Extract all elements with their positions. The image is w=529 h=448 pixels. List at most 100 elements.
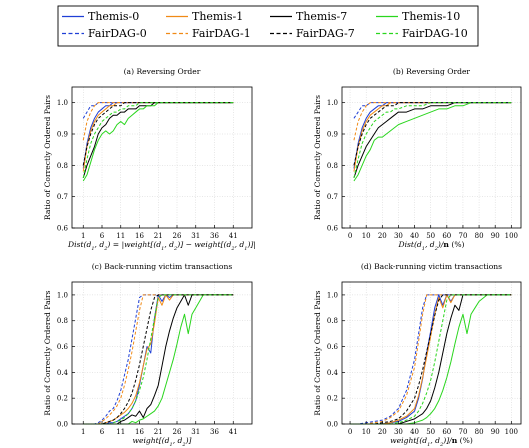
legend-item-fairdag-7: FairDAG-7 bbox=[270, 27, 355, 40]
x-tick-label: 30 bbox=[394, 428, 403, 436]
legend-label-themis-1: Themis-1 bbox=[192, 10, 243, 23]
legend-item-fairdag-1: FairDAG-1 bbox=[166, 27, 251, 40]
x-tick-label: 11 bbox=[116, 428, 125, 436]
y-tick-label: 1.0 bbox=[57, 291, 68, 299]
y-tick-label: 0.8 bbox=[57, 317, 68, 325]
legend-label-fairdag-1: FairDAG-1 bbox=[192, 27, 251, 40]
x-axis-label: Dist(d1, d2) = |weight[(d1, d2)] − weigh… bbox=[67, 240, 256, 252]
x-tick-label: 80 bbox=[475, 232, 484, 240]
legend-item-themis-7: Themis-7 bbox=[270, 10, 347, 23]
x-tick-label: 21 bbox=[154, 428, 163, 436]
x-tick-label: 90 bbox=[491, 232, 500, 240]
y-tick-label: 0.6 bbox=[57, 225, 69, 233]
y-axis-label: Ratio of Correctly Ordered Pairs bbox=[43, 95, 52, 220]
x-tick-label: 26 bbox=[173, 428, 182, 436]
y-tick-label: 0.2 bbox=[57, 395, 68, 403]
legend-label-themis-0: Themis-0 bbox=[88, 10, 139, 23]
plot-frame bbox=[341, 86, 522, 229]
x-axis-label: weight[(d1, d2)]/n (%) bbox=[390, 436, 473, 448]
x-tick-label: 60 bbox=[442, 428, 451, 436]
x-tick-label: 16 bbox=[135, 232, 144, 240]
legend-box: Themis-0 Themis-1 Themis-7 Themis-10 FairDAG… bbox=[57, 5, 479, 47]
y-tick-label: 0.0 bbox=[57, 421, 68, 429]
series-line-fairdag-7 bbox=[350, 294, 512, 425]
y-tick-label: 1.0 bbox=[57, 99, 68, 107]
x-tick-label: 1 bbox=[81, 232, 85, 240]
x-tick-label: 10 bbox=[362, 428, 371, 436]
y-tick-label: 0.7 bbox=[57, 193, 68, 201]
x-tick-label: 60 bbox=[442, 232, 451, 240]
chart-panel-2: 0 10 20 30 40 50 60 70 80 90 100 0.6 0.7 0.8 0.9 1.0 (b)… bbox=[313, 67, 522, 252]
series-line-fairdag-10 bbox=[353, 102, 512, 178]
legend-item-themis-1: Themis-1 bbox=[166, 10, 243, 23]
series-line-fairdag-7 bbox=[82, 102, 234, 166]
series-line-fairdag-1 bbox=[353, 102, 512, 141]
legend-item-themis-0: Themis-0 bbox=[62, 10, 139, 23]
x-tick-label: 100 bbox=[505, 232, 518, 240]
series-line-fairdag-0 bbox=[353, 102, 512, 119]
x-tick-label: 30 bbox=[394, 232, 403, 240]
x-tick-label: 40 bbox=[410, 428, 419, 436]
series-line-fairdag-7 bbox=[83, 294, 234, 425]
x-tick-label: 6 bbox=[100, 428, 105, 436]
x-tick-label: 6 bbox=[100, 232, 105, 240]
y-tick-label: 1.0 bbox=[327, 291, 338, 299]
chart-panel-3: 1 6 11 16 21 26 31 36 410.00.20.40.60.81.0(c) Ba… bbox=[43, 262, 253, 448]
y-tick-label: 0.9 bbox=[327, 131, 338, 139]
x-tick-label: 100 bbox=[505, 428, 518, 436]
x-tick-label: 50 bbox=[426, 428, 435, 436]
x-tick-label: 41 bbox=[229, 428, 238, 436]
x-tick-label: 10 bbox=[362, 232, 371, 240]
y-tick-label: 0.4 bbox=[327, 369, 339, 377]
legend-label-themis-10: Themis-10 bbox=[402, 10, 460, 23]
panel-title: (a) Reversing Order bbox=[124, 67, 201, 76]
x-tick-label: 80 bbox=[475, 428, 484, 436]
series-line-themis-0 bbox=[353, 102, 512, 169]
series-line-themis-10 bbox=[82, 102, 234, 182]
x-tick-label: 26 bbox=[173, 232, 182, 240]
chart-panel-1: 1 6 11 16 21 26 31 36 410.60.70.80.91.0(a) Rever… bbox=[43, 67, 256, 252]
y-tick-label: 0.8 bbox=[57, 162, 68, 170]
x-tick-label: 16 bbox=[135, 428, 144, 436]
series-line-fairdag-7 bbox=[353, 102, 512, 166]
y-tick-label: 0.8 bbox=[327, 162, 338, 170]
x-tick-label: 90 bbox=[491, 428, 500, 436]
x-tick-label: 36 bbox=[210, 428, 219, 436]
y-tick-label: 0.6 bbox=[327, 343, 339, 351]
x-tick-label: 70 bbox=[458, 428, 467, 436]
x-tick-label: 41 bbox=[229, 232, 238, 240]
x-tick-label: 20 bbox=[378, 428, 387, 436]
y-tick-label: 1.0 bbox=[327, 99, 338, 107]
x-tick-label: 31 bbox=[191, 232, 200, 240]
legend-item-themis-10: Themis-10 bbox=[376, 10, 460, 23]
x-tick-label: 1 bbox=[81, 428, 85, 436]
y-tick-label: 0.9 bbox=[57, 131, 68, 139]
x-axis-label: Dist(d1, d2)/n (%) bbox=[398, 240, 465, 252]
plot-frame bbox=[71, 281, 253, 425]
series-line-themis-7 bbox=[353, 102, 512, 179]
x-tick-label: 31 bbox=[191, 428, 200, 436]
y-axis-label: Ratio of Correctly Ordered Pairs bbox=[313, 95, 322, 220]
y-tick-label: 0.2 bbox=[327, 395, 338, 403]
legend-item-fairdag-0: FairDAG-0 bbox=[62, 27, 147, 40]
plot-frame bbox=[341, 281, 522, 425]
y-axis-label: Ratio of Correctly Ordered Pairs bbox=[313, 290, 322, 415]
y-tick-label: 0.7 bbox=[327, 193, 338, 201]
x-tick-label: 11 bbox=[116, 232, 125, 240]
x-tick-label: 20 bbox=[378, 232, 387, 240]
series-line-themis-10 bbox=[353, 102, 512, 182]
y-tick-label: 0.0 bbox=[327, 421, 338, 429]
y-tick-label: 0.4 bbox=[57, 369, 69, 377]
legend-label-fairdag-10: FairDAG-10 bbox=[402, 27, 468, 40]
x-tick-label: 36 bbox=[210, 232, 219, 240]
legend-label-fairdag-0: FairDAG-0 bbox=[88, 27, 147, 40]
legend-item-fairdag-10: FairDAG-10 bbox=[376, 27, 468, 40]
legend-label-themis-7: Themis-7 bbox=[296, 10, 347, 23]
panel-title: (d) Back-running victim transactions bbox=[361, 262, 502, 271]
x-tick-label: 0 bbox=[348, 232, 352, 240]
y-tick-label: 0.8 bbox=[327, 317, 338, 325]
legend-frame bbox=[57, 5, 479, 47]
panel-title: (b) Reversing Order bbox=[393, 67, 471, 76]
series-group bbox=[82, 102, 234, 182]
y-tick-label: 0.6 bbox=[57, 343, 69, 351]
